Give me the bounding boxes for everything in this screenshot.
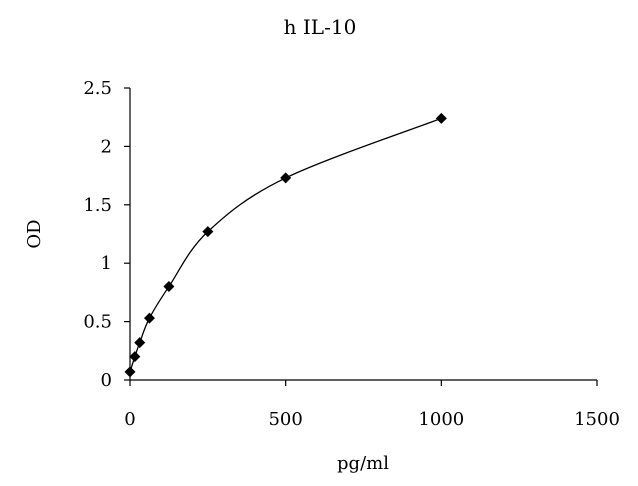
x-tick-label: 500 bbox=[268, 409, 302, 430]
y-tick-label: 1 bbox=[101, 253, 112, 274]
chart-title: h IL-10 bbox=[284, 15, 357, 39]
axes bbox=[129, 88, 597, 381]
x-tick-label: 0 bbox=[124, 409, 135, 430]
tick-labels: 0 0.5 1 1.5 2 2.5 0 500 1000 1500 bbox=[83, 78, 620, 430]
y-tick-label: 1.5 bbox=[83, 195, 112, 216]
data-point bbox=[163, 281, 175, 293]
data-point bbox=[435, 112, 447, 124]
y-tick-label: 2 bbox=[101, 136, 112, 157]
data-point bbox=[280, 172, 292, 184]
data-point bbox=[202, 226, 214, 238]
data-point bbox=[143, 312, 155, 324]
ticks bbox=[124, 87, 598, 386]
y-tick-label: 0 bbox=[101, 370, 112, 391]
x-tick-label: 1000 bbox=[418, 409, 464, 430]
data-point bbox=[124, 366, 136, 378]
data-point bbox=[134, 337, 146, 349]
y-tick-label: 2.5 bbox=[83, 78, 112, 99]
x-tick-label: 1500 bbox=[574, 409, 620, 430]
data-point bbox=[129, 351, 141, 363]
x-axis-label: pg/ml bbox=[337, 453, 389, 474]
y-axis-label: OD bbox=[24, 219, 45, 248]
y-tick-label: 0.5 bbox=[83, 312, 112, 333]
data-markers bbox=[124, 112, 447, 378]
fit-curve bbox=[129, 117, 442, 373]
